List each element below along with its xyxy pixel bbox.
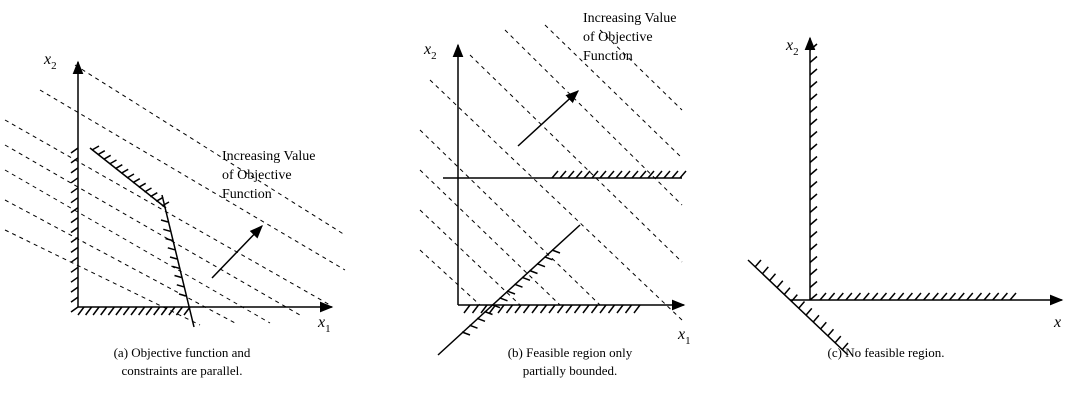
annotation: Increasing Value (583, 11, 676, 26)
axis-base: x (785, 37, 793, 54)
objective-line (74, 64, 346, 236)
axis-label: x2 (43, 51, 57, 72)
axis-label: x1 (677, 326, 691, 347)
annotation: of Objective (583, 30, 653, 45)
line (161, 194, 195, 328)
axis-base: x (317, 314, 325, 331)
line (517, 90, 579, 147)
objective-line (504, 29, 683, 206)
caption: partially bounded. (523, 363, 618, 378)
hatch (809, 43, 818, 301)
axis-sub: 1 (685, 335, 691, 347)
objective-line (4, 169, 271, 324)
objective-line (419, 249, 481, 306)
hatch (551, 170, 687, 179)
line (211, 225, 263, 279)
objective-line (419, 169, 561, 306)
axis-base: x (43, 51, 51, 68)
line (747, 259, 849, 356)
hatch (77, 306, 191, 316)
hatch (819, 292, 1017, 301)
axis-sub: 2 (51, 60, 57, 72)
axis-base: x (677, 326, 685, 343)
hatch (754, 259, 849, 351)
annotation: Increasing Value (222, 149, 315, 164)
objective-line (599, 29, 683, 111)
hatch (70, 147, 79, 313)
axis-label: x (1053, 314, 1061, 331)
caption: constraints are parallel. (122, 363, 243, 378)
axis-sub: 2 (793, 46, 799, 58)
hatch (461, 249, 561, 336)
axis-label: x2 (423, 41, 437, 62)
axis-sub: 1 (325, 323, 331, 335)
hatch (463, 304, 641, 314)
axis-label: x2 (785, 37, 799, 58)
caption: (b) Feasible region only (508, 345, 633, 360)
annotation: Function (222, 187, 272, 202)
hatch (160, 219, 187, 297)
hatch (91, 145, 170, 207)
annotation: Function (583, 49, 633, 64)
objective-line (429, 79, 683, 321)
objective-line (419, 129, 601, 306)
objective-line (4, 229, 201, 326)
line (437, 224, 581, 356)
objective-line (419, 209, 521, 306)
caption: (a) Objective function and (114, 345, 251, 360)
objective-line (39, 89, 346, 271)
objective-line (4, 199, 236, 324)
objective-line (4, 144, 301, 316)
axis-base: x (423, 41, 431, 58)
objective-line (469, 54, 683, 263)
axis-base: x (1053, 314, 1061, 331)
axis-sub: 2 (431, 50, 437, 62)
objective-line (4, 119, 331, 306)
caption: (c) No feasible region. (828, 345, 945, 360)
axis-label: x1 (317, 314, 331, 335)
annotation: of Objective (222, 168, 292, 183)
